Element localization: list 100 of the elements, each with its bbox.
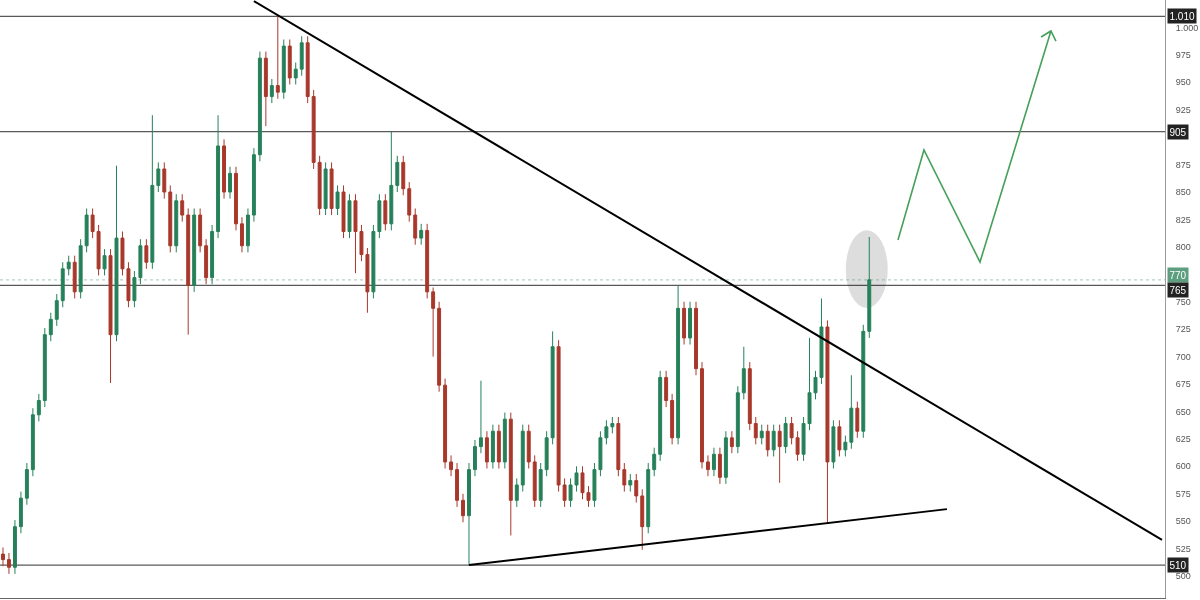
candlestick: [544, 430, 549, 477]
candlestick: [407, 181, 412, 223]
candlestick: [174, 193, 179, 253]
candlestick: [640, 488, 645, 551]
candlestick: [514, 477, 519, 508]
candlestick: [311, 89, 316, 170]
candlestick: [1, 547, 5, 567]
candlestick: [341, 184, 346, 239]
candlestick: [395, 155, 400, 193]
candlestick: [652, 447, 657, 477]
candlestick: [735, 385, 740, 454]
candlestick: [335, 184, 340, 216]
y-tick-label: 825: [1175, 214, 1191, 225]
candlestick: [496, 424, 501, 470]
candlestick: [765, 424, 770, 457]
candlestick: [42, 327, 47, 408]
candlestick: [723, 430, 728, 485]
y-tick-label: 1.000: [1175, 22, 1199, 33]
candlestick: [670, 393, 675, 445]
candlestick: [634, 473, 639, 504]
ref-line-label: 1.010: [1169, 10, 1195, 22]
candlestick: [30, 407, 35, 477]
ref-line-label: 510: [1169, 559, 1187, 571]
y-tick-label: 700: [1175, 351, 1191, 362]
candlestick: [192, 207, 197, 293]
candlestick: [24, 462, 29, 506]
candlestick: [263, 51, 268, 127]
candlestick: [281, 39, 286, 100]
candlestick: [413, 207, 418, 246]
candlestick: [431, 286, 436, 358]
candlestick: [228, 166, 232, 200]
candlestick: [741, 346, 746, 400]
candlestick: [837, 419, 842, 457]
candlestick: [66, 255, 71, 276]
candlestick: [305, 35, 310, 104]
candlestick: [222, 138, 226, 200]
candlestick: [437, 301, 442, 393]
candlestick: [251, 147, 256, 223]
candlestick: [150, 114, 155, 270]
candlestick: [753, 416, 758, 445]
candlestick: [473, 439, 477, 477]
candlestick: [443, 378, 448, 470]
y-tick-label: 750: [1175, 296, 1191, 307]
candlestick: [688, 301, 692, 346]
candlestick: [538, 462, 543, 508]
candlestick: [646, 462, 651, 534]
ref-line-label: 770: [1169, 269, 1187, 281]
candlestick: [419, 223, 424, 246]
candlestick: [831, 419, 836, 470]
candlestick: [777, 424, 782, 484]
candlestick: [682, 301, 687, 346]
candlestick: [144, 238, 149, 270]
candlestick: [60, 261, 65, 308]
y-tick-label: 650: [1175, 406, 1191, 417]
y-tick-label: 800: [1175, 242, 1191, 253]
candlestick: [467, 462, 471, 566]
candlestick: [240, 216, 244, 253]
candlestick: [706, 454, 710, 477]
candlestick: [711, 447, 716, 477]
candlestick: [658, 370, 663, 462]
candlestick: [747, 361, 752, 431]
candlestick: [317, 155, 322, 216]
candlestick: [329, 161, 334, 216]
candlestick: [676, 284, 681, 445]
candlestick: [102, 248, 107, 276]
candlestick: [78, 238, 83, 299]
candlestick: [287, 39, 292, 85]
candlestick: [401, 155, 406, 196]
candlestick: [299, 35, 304, 77]
candlestick: [198, 207, 203, 253]
y-tick-label: 725: [1175, 324, 1191, 335]
candlestick: [700, 361, 704, 470]
candlestick: [664, 370, 669, 408]
candlestick: [383, 193, 388, 231]
candlestick: [36, 393, 41, 422]
y-tick-label: 575: [1175, 488, 1191, 499]
candlestick: [84, 207, 89, 253]
y-tick-label: 525: [1175, 543, 1191, 554]
candlestick: [849, 374, 854, 450]
candlestick: [108, 248, 113, 384]
y-tick-label: 675: [1175, 379, 1191, 390]
candlestick: [12, 519, 17, 575]
candlestick: [216, 114, 221, 239]
candlestick: [389, 131, 394, 231]
y-tick-label: 600: [1175, 461, 1191, 472]
ref-line-label: 765: [1169, 284, 1187, 296]
candlestick: [48, 312, 53, 342]
candlestick: [204, 238, 209, 285]
candlestick: [275, 15, 280, 100]
candlestick: [532, 454, 537, 508]
candlestick: [759, 424, 764, 445]
candlestick: [508, 412, 513, 536]
candlestick: [54, 293, 59, 327]
candlestick: [855, 401, 860, 439]
candlestick: [502, 412, 507, 470]
candlestick: [490, 424, 495, 470]
candlestick: [729, 430, 734, 454]
candlestick: [461, 493, 465, 523]
candlestick: [843, 435, 848, 457]
candlestick: [347, 193, 352, 239]
